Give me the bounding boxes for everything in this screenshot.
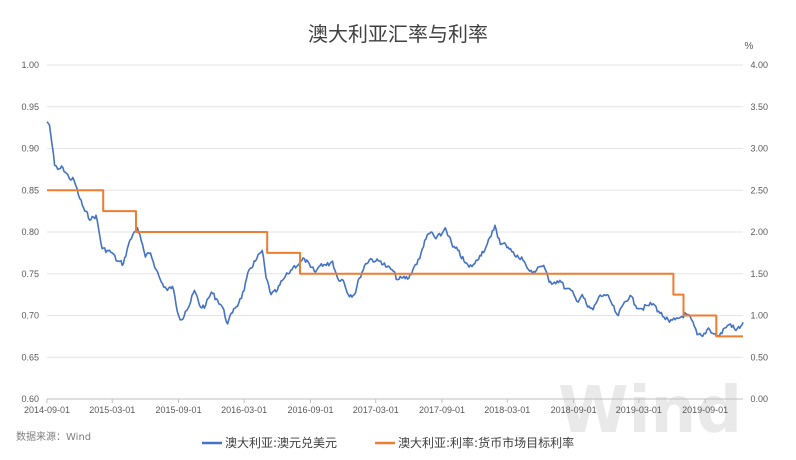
right-tick-label: 3.50 — [750, 102, 768, 112]
x-tick-label: 2014-09-01 — [24, 405, 70, 415]
x-tick-label: 2019-03-01 — [616, 405, 662, 415]
right-tick-label: 2.50 — [750, 185, 768, 195]
legend: 澳大利亚:澳元兑美元 澳大利亚:利率:货币市场目标利率 — [202, 435, 574, 450]
chart-title: 澳大利亚汇率与利率 — [308, 22, 488, 46]
left-tick-label: 0.85 — [21, 185, 39, 195]
gridlines — [47, 64, 743, 358]
left-axis: 0.60 0.65 0.70 0.75 0.80 0.85 0.90 0.95 1.00 — [21, 60, 39, 404]
right-axis-unit: % — [745, 41, 754, 52]
right-tick-label: 0.00 — [750, 394, 768, 404]
x-tick-label: 2018-03-01 — [484, 405, 530, 415]
right-tick-label: 3.00 — [750, 144, 768, 154]
right-tick-label: 1.00 — [750, 311, 768, 321]
x-tick-label: 2019-09-01 — [682, 405, 728, 415]
x-tick-label: 2017-03-01 — [353, 405, 399, 415]
cash-rate-step-line — [47, 189, 743, 338]
left-tick-label: 1.00 — [21, 60, 39, 70]
right-tick-label: 0.50 — [750, 352, 768, 362]
x-axis: 2014-09-01 2015-03-01 2015-09-01 2016-03-01… — [24, 398, 743, 415]
right-axis: 0.00 0.50 1.00 1.50 2.00 2.50 3.00 3.50 4.00 — [750, 60, 768, 404]
watermark: Wind — [558, 374, 742, 448]
legend-label-rate: 澳大利亚:利率:货币市场目标利率 — [398, 435, 574, 450]
fx-rate-line — [46, 121, 744, 338]
left-tick-label: 0.80 — [21, 227, 39, 237]
right-tick-label: 4.00 — [750, 60, 768, 70]
legend-label-fx: 澳大利亚:澳元兑美元 — [225, 436, 337, 450]
left-tick-label: 0.75 — [21, 269, 39, 279]
left-tick-label: 0.70 — [21, 311, 39, 321]
x-tick-label: 2018-09-01 — [551, 405, 597, 415]
x-tick-label: 2015-09-01 — [156, 405, 202, 415]
left-tick-label: 0.90 — [21, 144, 39, 154]
series-group — [46, 121, 744, 338]
x-tick-label: 2016-03-01 — [221, 405, 267, 415]
x-tick-label: 2015-03-01 — [89, 405, 135, 415]
left-tick-label: 0.95 — [21, 102, 39, 112]
right-tick-label: 1.50 — [750, 269, 768, 279]
x-tick-label: 2016-09-01 — [287, 405, 333, 415]
left-tick-label: 0.60 — [21, 394, 39, 404]
left-tick-label: 0.65 — [21, 352, 39, 362]
source-note: 数据来源：Wind — [16, 430, 91, 443]
x-tick-label: 2017-09-01 — [419, 405, 465, 415]
right-tick-label: 2.00 — [750, 227, 768, 237]
